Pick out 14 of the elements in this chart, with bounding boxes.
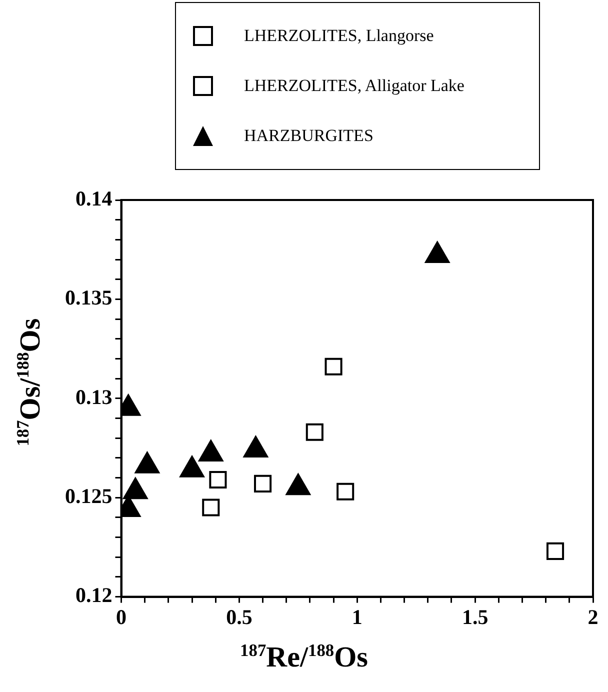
legend-label: LHERZOLITES, Llangorse xyxy=(244,26,434,46)
y-tick-label: 0.14 xyxy=(76,186,113,210)
x-tick-label: 2 xyxy=(588,604,598,629)
legend-label: LHERZOLITES, Alligator Lake xyxy=(244,76,464,96)
x-tick-label: 1 xyxy=(352,604,362,629)
y-tick-label: 0.13 xyxy=(76,384,112,409)
y-tick-label: 0.135 xyxy=(65,286,112,310)
legend-label: HARZBURGITES xyxy=(244,126,374,146)
x-tick-label: 0 xyxy=(116,604,126,629)
y-tick-label: 0.125 xyxy=(65,484,112,508)
y-tick-label: 0.12 xyxy=(76,583,112,608)
x-tick-label: 0.5 xyxy=(226,604,252,629)
x-tick-label: 1.5 xyxy=(462,604,488,629)
x-axis-title: $^{187}$Re/$^{188}$Os xyxy=(239,640,369,675)
